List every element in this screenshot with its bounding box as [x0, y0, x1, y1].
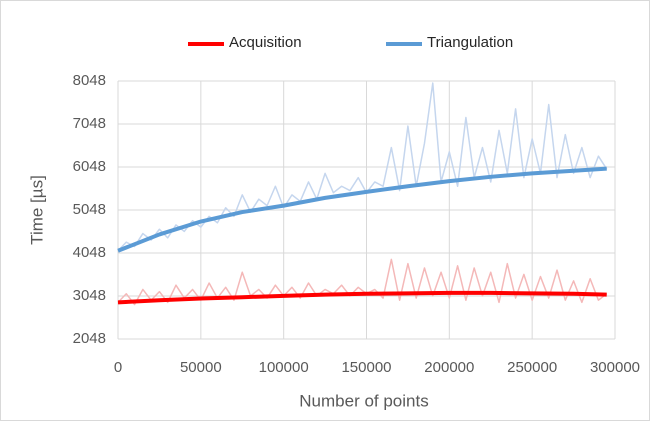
- raw-line: [117, 82, 608, 252]
- y-axis-title: Time [µs]: [27, 175, 46, 245]
- x-tick-label: 50000: [180, 359, 222, 376]
- legend-label: Acquisition: [229, 34, 302, 51]
- x-tick-label: 100000: [259, 359, 309, 376]
- x-axis-title: Number of points: [299, 391, 428, 410]
- x-tick-label: 250000: [507, 359, 557, 376]
- y-tick-label: 3048: [73, 287, 106, 304]
- legend-label: Triangulation: [427, 34, 513, 51]
- x-tick-label: 300000: [590, 359, 640, 376]
- y-tick-label: 6048: [73, 158, 106, 175]
- x-tick-label: 0: [114, 359, 122, 376]
- trend-line: [117, 290, 607, 305]
- y-tick-label: 2048: [73, 330, 106, 347]
- trend-line: [117, 166, 607, 253]
- y-tick-label: 4048: [73, 244, 106, 261]
- x-tick-label: 150000: [341, 359, 391, 376]
- x-tick-label: 200000: [424, 359, 474, 376]
- y-tick-label: 7048: [73, 115, 106, 132]
- y-tick-label: 5048: [73, 201, 106, 218]
- y-tick-label: 8048: [73, 72, 106, 89]
